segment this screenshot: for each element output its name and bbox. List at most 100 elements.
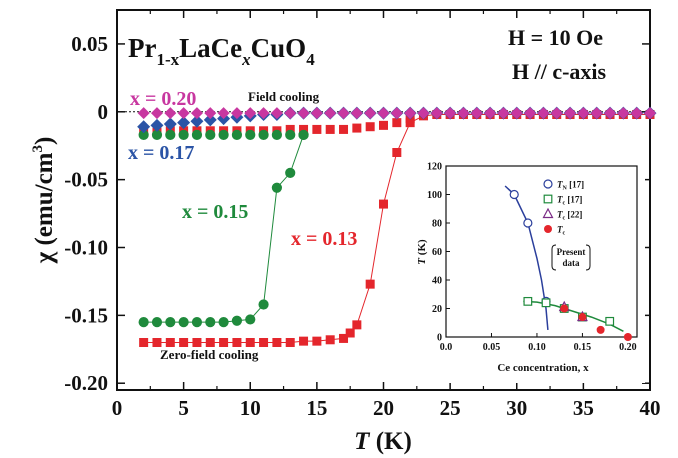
main-plot: 0 5 10 15 20 25 30 35 40 0.05 0 -0.05 -0.10 -0.15 -0.2… <box>30 9 661 455</box>
series-x020-point <box>604 107 617 120</box>
series-x015-fc-point <box>231 129 243 140</box>
series-x013-fc-point <box>392 118 402 128</box>
inset-x-tick-label: 0.20 <box>619 342 637 353</box>
present-data-bracket <box>551 244 591 271</box>
series-x017-point <box>150 118 164 132</box>
series-x017-point <box>177 116 191 130</box>
series-x015-fc-point <box>258 129 269 140</box>
series-x020-point <box>324 107 337 120</box>
series-x020-point <box>364 107 377 120</box>
series-x015-zfc-point <box>191 317 203 328</box>
series-x020-point <box>524 107 537 120</box>
series-x020-point <box>457 107 470 120</box>
inset-point <box>596 325 605 334</box>
series-x015-fc-point <box>165 129 176 140</box>
series-x013-fc-point <box>365 122 375 132</box>
series-x020-point <box>284 107 297 120</box>
inset-y-tick-label: 0 <box>437 333 442 344</box>
series-x013-zfc-point <box>379 199 388 209</box>
series-x020-point <box>497 107 510 120</box>
series-x013-fc-point <box>312 124 322 134</box>
series-x020-point <box>137 107 150 120</box>
series-x013-fc-point <box>299 124 309 134</box>
inset-legend-marker <box>544 225 552 233</box>
main-series-layer <box>137 106 657 347</box>
series-x020-point <box>577 107 590 120</box>
series-x015-zfc-point <box>258 299 269 310</box>
series-x015-fc-point <box>218 129 229 140</box>
series-x013-fc-point <box>325 124 335 134</box>
series-x020-point <box>510 107 523 120</box>
y-tick-label: -0.10 <box>64 236 108 260</box>
series-x020-point <box>470 107 483 120</box>
inset-legend-marker <box>543 194 553 204</box>
chart-title: Pr1-xLaCexCuO4 <box>128 33 315 69</box>
series-x013-zfc-point <box>259 338 269 347</box>
zero-field-cooling-annotation: Zero-field cooling <box>160 347 259 362</box>
y-tick-label: -0.20 <box>64 371 108 395</box>
series-x013-zfc-point <box>165 338 175 347</box>
inset-y-tick-label: 100 <box>427 190 442 201</box>
inset-y-tick-label: 60 <box>432 247 442 258</box>
x-tick-label: 15 <box>306 396 327 420</box>
series-x020-point <box>550 107 563 120</box>
series-x020-point <box>310 107 323 120</box>
inset-point <box>578 313 587 322</box>
x-tick-label: 0 <box>112 396 123 420</box>
series-x013-zfc-point <box>352 320 362 330</box>
series-x015-zfc-point <box>205 317 216 328</box>
inset-x-tick-label: 0.10 <box>528 342 546 353</box>
series-x013-zfc-point <box>365 279 375 289</box>
field-cooling-annotation: Field cooling <box>248 89 320 104</box>
inset-background <box>405 158 645 383</box>
inset-legend-label: Tc [17] <box>557 195 582 207</box>
series-x020-point <box>244 107 257 120</box>
present-data-line1: Present <box>557 247 586 257</box>
series-x020-point <box>164 107 177 120</box>
inset-point <box>623 333 632 341</box>
y-tick-label: 0 <box>98 100 109 124</box>
series-x015-fc-point <box>151 129 163 140</box>
inset-x-tick-label: 0.15 <box>574 342 592 353</box>
inset-x-tick-label: 0.05 <box>483 342 501 353</box>
series-x020-point <box>190 107 203 120</box>
series-x020-point <box>297 107 310 120</box>
series-x020-point <box>230 107 243 120</box>
series-x020-point <box>417 107 430 120</box>
series-x013-zfc-point <box>219 338 229 347</box>
series-x020-point <box>590 107 603 120</box>
series-x015-fc-point <box>285 129 296 140</box>
series-x013-fc-point <box>339 124 349 134</box>
series-x013-zfc-point <box>272 338 282 347</box>
inset-x-tick-label: 0.0 <box>440 342 453 353</box>
inset-chart: 0.0 0.05 0.10 0.15 0.20 0 20 40 60 80 100 120 TN [1… <box>405 158 645 383</box>
series-x015-fc-point <box>178 129 189 140</box>
series-x015-zfc-point <box>218 317 229 328</box>
inset-y-axis-title: T (K) <box>416 239 428 265</box>
inset-point <box>605 316 615 326</box>
inset-point <box>541 298 551 308</box>
x-tick-label: 5 <box>178 396 189 420</box>
series-x020-point <box>444 107 457 120</box>
series-x015-zfc-point <box>165 317 176 328</box>
series-x017-point <box>190 114 204 128</box>
inset-point <box>523 218 533 228</box>
series-x020-point <box>350 107 363 120</box>
series-x015-zfc-point <box>245 314 256 325</box>
series-x013-zfc-point <box>139 338 149 347</box>
series-x020-point <box>430 107 443 120</box>
series-x017-point <box>163 117 177 131</box>
series-x013-fc-point <box>352 123 362 133</box>
series-x020-point <box>270 107 283 120</box>
series-x020-point <box>217 107 230 120</box>
inset-y-tick-label: 120 <box>427 162 442 173</box>
series-x020-point <box>177 107 190 120</box>
inset-legend-label: Tc [22] <box>557 210 582 222</box>
x-axis-title: T (K) <box>354 428 412 455</box>
series-x013-zfc-point <box>192 338 202 347</box>
inset-legend-label: Tc <box>557 225 566 237</box>
series-x020-point <box>537 107 550 120</box>
inset-legend-marker <box>543 179 553 189</box>
